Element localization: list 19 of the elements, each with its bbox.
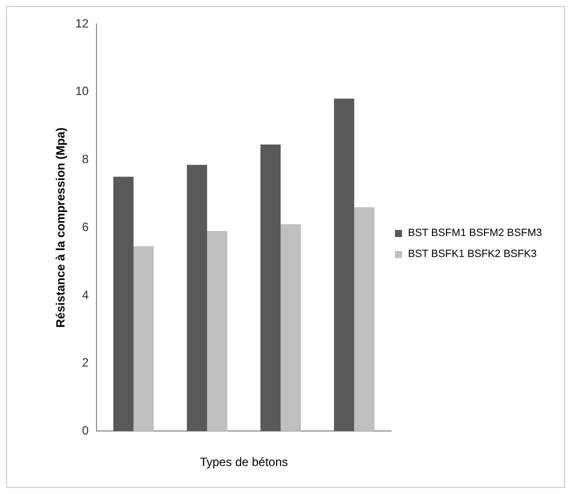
bar — [207, 230, 228, 432]
y-tick-label: 10 — [75, 84, 90, 98]
y-tick-label: 8 — [82, 152, 90, 166]
bar — [260, 144, 281, 432]
x-axis-title: Types de bétons — [200, 455, 288, 470]
legend-label: BST BSFM1 BSFM2 BSFM3 — [408, 227, 542, 239]
bar — [334, 98, 354, 432]
bar — [280, 224, 301, 432]
bar — [186, 164, 208, 432]
legend-label: BST BSFK1 BSFK2 BSFK3 — [408, 248, 537, 260]
y-tick-label: 0 — [82, 424, 90, 438]
bar — [354, 207, 374, 432]
y-tick-label: 12 — [75, 16, 90, 30]
y-tick-label: 4 — [82, 288, 90, 302]
y-tick-label: 2 — [82, 356, 90, 370]
bar — [113, 176, 134, 432]
y-tick-label: 6 — [82, 220, 90, 234]
bar — [134, 246, 154, 432]
y-axis-title: Résistance à la compression (Mpa) — [54, 128, 68, 328]
